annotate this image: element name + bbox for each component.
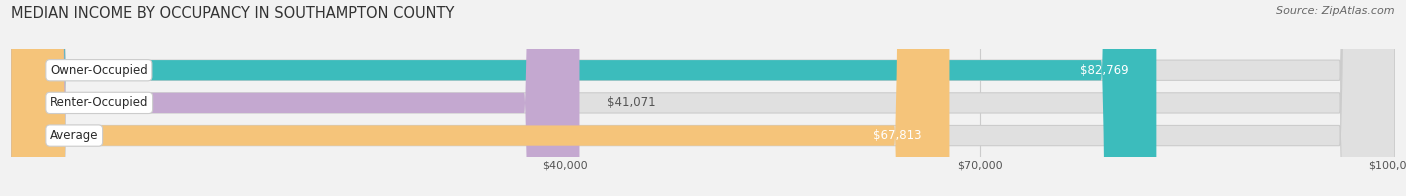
Text: $41,071: $41,071 (607, 96, 655, 109)
FancyBboxPatch shape (11, 0, 949, 196)
Text: $67,813: $67,813 (873, 129, 922, 142)
FancyBboxPatch shape (11, 0, 1395, 196)
FancyBboxPatch shape (11, 0, 1395, 196)
Text: Average: Average (51, 129, 98, 142)
Text: MEDIAN INCOME BY OCCUPANCY IN SOUTHAMPTON COUNTY: MEDIAN INCOME BY OCCUPANCY IN SOUTHAMPTO… (11, 6, 454, 21)
Text: Source: ZipAtlas.com: Source: ZipAtlas.com (1277, 6, 1395, 16)
FancyBboxPatch shape (11, 0, 579, 196)
FancyBboxPatch shape (11, 0, 1395, 196)
Text: Owner-Occupied: Owner-Occupied (51, 64, 148, 77)
Text: $82,769: $82,769 (1080, 64, 1129, 77)
FancyBboxPatch shape (11, 0, 1156, 196)
Text: Renter-Occupied: Renter-Occupied (51, 96, 149, 109)
